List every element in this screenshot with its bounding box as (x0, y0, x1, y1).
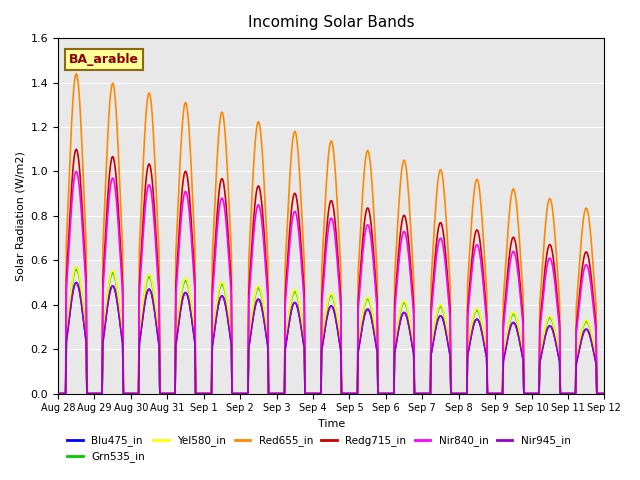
Y-axis label: Solar Radiation (W/m2): Solar Radiation (W/m2) (15, 151, 25, 281)
Text: BA_arable: BA_arable (69, 53, 139, 66)
Legend: Blu475_in, Grn535_in, Yel580_in, Red655_in, Redg715_in, Nir840_in, Nir945_in: Blu475_in, Grn535_in, Yel580_in, Red655_… (63, 431, 575, 467)
X-axis label: Time: Time (317, 419, 345, 429)
Title: Incoming Solar Bands: Incoming Solar Bands (248, 15, 415, 30)
